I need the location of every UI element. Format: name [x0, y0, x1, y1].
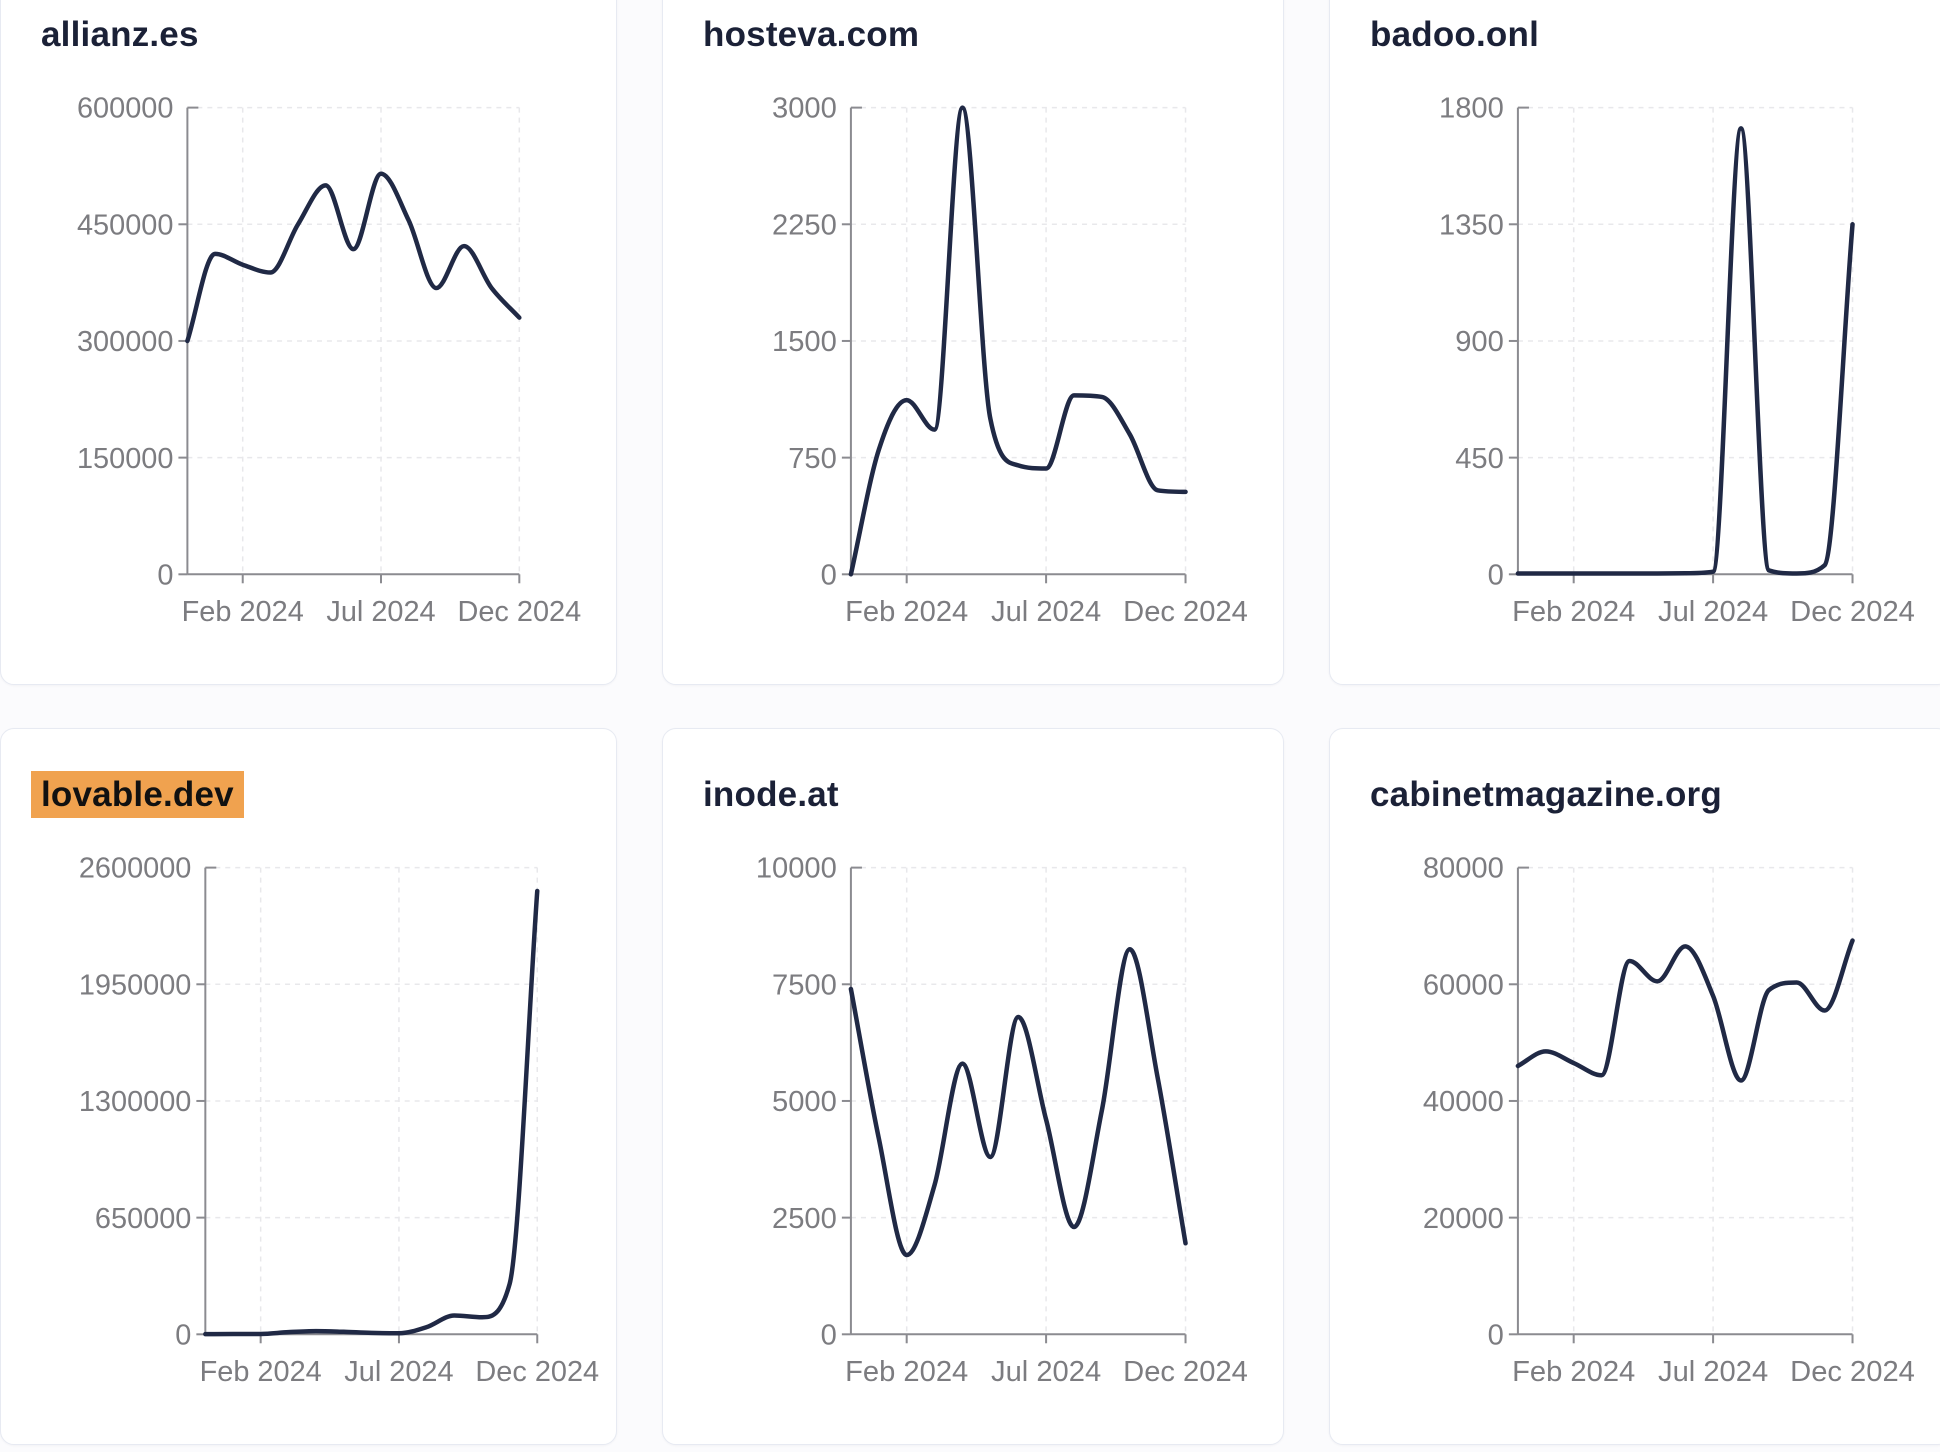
x-tick-label: Feb 2024 — [1512, 596, 1635, 628]
domain-title: inode.at — [703, 775, 839, 815]
x-tick-label: Jul 2024 — [326, 596, 435, 628]
domain-title: hosteva.com — [703, 15, 919, 55]
y-tick-label: 650000 — [95, 1203, 191, 1235]
y-tick-label: 750 — [788, 443, 837, 475]
x-tick-label: Dec 2024 — [1123, 596, 1248, 628]
y-tick-label: 20000 — [1423, 1203, 1504, 1235]
y-tick-label: 5000 — [772, 1086, 837, 1118]
x-tick-label: Feb 2024 — [1512, 1356, 1635, 1388]
y-tick-label: 1500 — [772, 326, 837, 358]
y-tick-label: 80000 — [1423, 853, 1504, 885]
y-tick-label: 450 — [1455, 443, 1504, 475]
domain-title-text: hosteva.com — [703, 15, 920, 54]
y-tick-label: 7500 — [772, 970, 837, 1002]
y-tick-label: 10000 — [756, 853, 837, 885]
series-line — [848, 947, 1188, 1258]
domain-card-badoo-onl: badoo.onl 0 450 900 1350 1800 Feb 2024 Jul 202… — [1329, 0, 1940, 685]
domain-title: cabinetmagazine.org — [1370, 775, 1722, 815]
y-tick-label: 0 — [1488, 560, 1504, 592]
y-tick-label: 40000 — [1423, 1086, 1504, 1118]
domain-card-lovable-dev: lovable.dev 0 650000 1300000 1950000 2600000… — [0, 728, 617, 1445]
y-tick-label: 0 — [157, 559, 173, 591]
y-tick-label: 1800 — [1439, 93, 1504, 125]
domain-title-text: cabinetmagazine.org — [1370, 775, 1722, 814]
series-line — [1515, 938, 1855, 1083]
domain-title-text-highlighted: lovable.dev — [31, 771, 244, 818]
traffic-line-chart: 0 20000 40000 60000 80000 Feb 2024 Jul 2024 Dec… — [1423, 853, 1915, 1388]
x-tick-label: Dec 2024 — [1790, 1356, 1915, 1388]
x-tick-label: Jul 2024 — [991, 1356, 1101, 1388]
domain-title-text: inode.at — [703, 775, 839, 814]
y-tick-label: 3000 — [772, 93, 837, 125]
y-tick-label: 60000 — [1423, 970, 1504, 1002]
y-tick-label: 2250 — [772, 210, 837, 242]
y-tick-label: 600000 — [77, 93, 173, 125]
x-tick-label: Jul 2024 — [1658, 596, 1768, 628]
x-tick-label: Dec 2024 — [475, 1356, 599, 1388]
y-tick-label: 1350 — [1439, 210, 1504, 242]
traffic-line-chart: 0 2500 5000 7500 10000 Feb 2024 Jul 2024 Dec 20… — [756, 853, 1248, 1388]
domain-card-inode-at: inode.at 0 2500 5000 7500 10000 Feb 2024 Jul 2… — [662, 728, 1284, 1445]
domain-title: badoo.onl — [1370, 15, 1539, 55]
y-tick-label: 2600000 — [79, 853, 192, 885]
y-tick-label: 1300000 — [79, 1086, 192, 1118]
x-tick-label: Jul 2024 — [991, 596, 1101, 628]
traffic-line-chart: 0 150000 300000 450000 600000 Feb 2024 Jul 202… — [77, 93, 581, 628]
x-tick-label: Feb 2024 — [200, 1356, 322, 1388]
y-tick-label: 0 — [175, 1319, 191, 1351]
x-tick-label: Dec 2024 — [1790, 596, 1915, 628]
y-tick-label: 450000 — [77, 209, 173, 241]
y-tick-label: 0 — [821, 560, 837, 592]
domain-title: allianz.es — [41, 15, 199, 55]
traffic-line-chart: 0 650000 1300000 1950000 2600000 Feb 2024 Jul … — [79, 853, 599, 1388]
x-tick-label: Feb 2024 — [182, 596, 304, 628]
series-line — [185, 171, 522, 344]
domain-card-allianz-es: allianz.es 0 150000 300000 450000 600000 Feb … — [0, 0, 617, 685]
x-tick-label: Jul 2024 — [344, 1356, 453, 1388]
x-tick-label: Feb 2024 — [845, 1356, 968, 1388]
domain-title-text: badoo.onl — [1370, 15, 1539, 54]
domain-title: lovable.dev — [31, 771, 244, 818]
domain-card-hosteva-com: hosteva.com 0 750 1500 2250 3000 Feb 2024 Jul … — [662, 0, 1284, 685]
series-line — [203, 888, 540, 1337]
y-tick-label: 900 — [1455, 326, 1504, 358]
y-tick-label: 150000 — [77, 443, 173, 475]
series-line — [848, 105, 1188, 577]
y-tick-label: 2500 — [772, 1203, 837, 1235]
x-tick-label: Dec 2024 — [1123, 1356, 1248, 1388]
x-tick-label: Feb 2024 — [845, 596, 968, 628]
domain-card-cabinetmagazine-org: cabinetmagazine.org 0 20000 40000 60000 8000… — [1329, 728, 1940, 1445]
x-tick-label: Dec 2024 — [457, 596, 581, 628]
y-tick-label: 0 — [1488, 1320, 1504, 1352]
traffic-line-chart: 0 450 900 1350 1800 Feb 2024 Jul 2024 Dec 2024 — [1439, 93, 1915, 628]
series-line — [1515, 126, 1855, 576]
y-tick-label: 300000 — [77, 326, 173, 358]
traffic-line-chart: 0 750 1500 2250 3000 Feb 2024 Jul 2024 Dec 2024 — [772, 93, 1248, 628]
y-tick-label: 1950000 — [79, 969, 192, 1001]
x-tick-label: Jul 2024 — [1658, 1356, 1768, 1388]
y-tick-label: 0 — [821, 1320, 837, 1352]
domain-title-text: allianz.es — [41, 15, 199, 54]
